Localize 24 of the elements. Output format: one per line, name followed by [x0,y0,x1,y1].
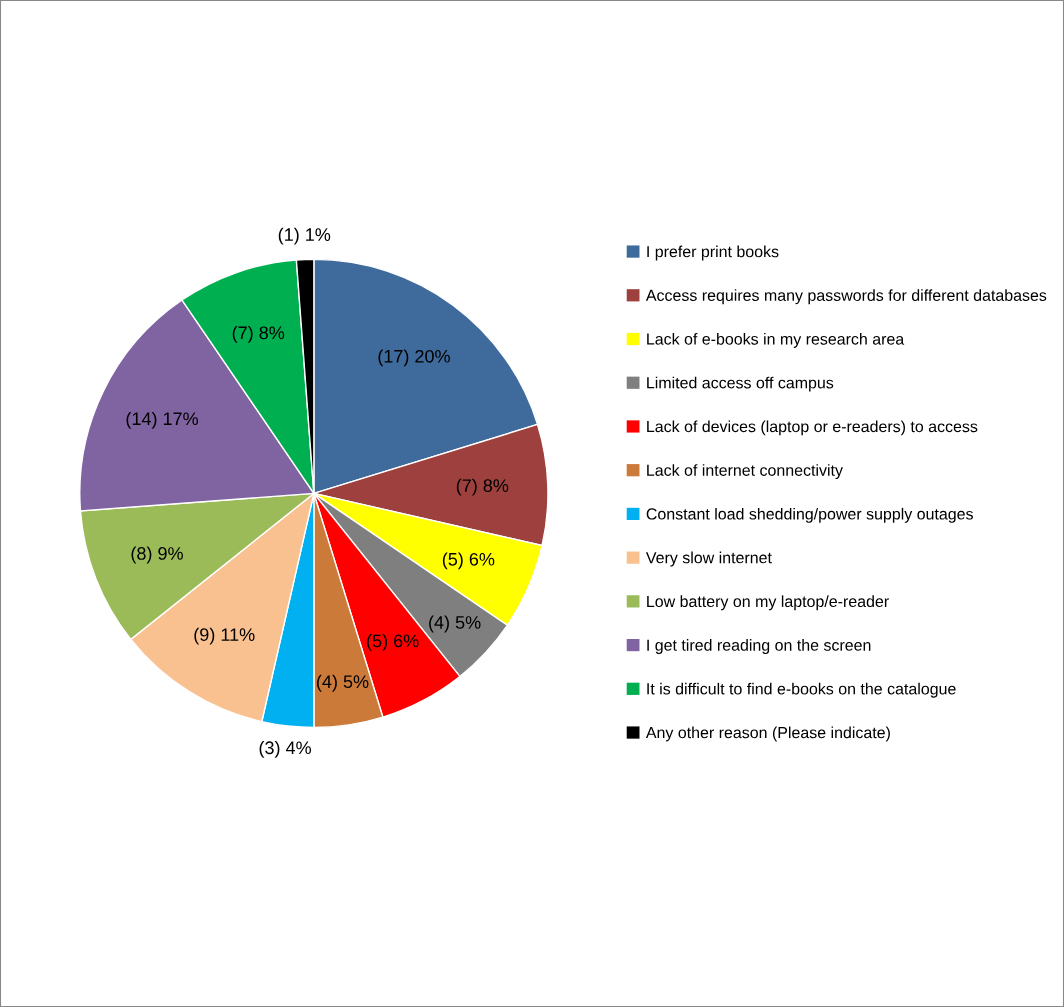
data-label: (14) 17% [126,411,199,429]
legend-label: Very slow internet [645,551,772,567]
legend-label: Lack of e-books in my research area [647,332,905,348]
data-label: (7) 8% [232,325,285,343]
data-label: (4) 5% [429,615,481,633]
legend-label: Any other reason (Please indicate) [645,726,890,742]
data-label: (4) 5% [317,674,369,692]
data-label: (1) 1% [278,227,331,245]
legend-label: Access requires many passwords for different databases [645,289,1047,305]
data-label: (7) 8% [456,478,509,496]
legend-label: Lack of internet connectivity [647,464,843,480]
data-label: (3) 4% [259,740,311,758]
legend-label: It is difficult to find e-books on the catalogue [647,682,956,698]
legend-label: Lack of devices (laptop or e-readers) to access [647,420,978,436]
legend-label: Limited access off campus [647,376,834,392]
data-label: (8) 9% [131,546,183,564]
data-label: (9) 11% [194,627,255,645]
data-label: (5) 6% [367,634,419,651]
legend-label: I prefer print books [647,245,779,261]
legend-label: I get tired reading on the screen [647,639,871,654]
data-label: (5) 6% [442,552,495,570]
legend-label: Constant load shedding/power supply outages [646,507,973,523]
legend-label: Low battery on my laptop/e-reader [647,595,889,611]
data-label: (17) 20% [378,349,450,367]
